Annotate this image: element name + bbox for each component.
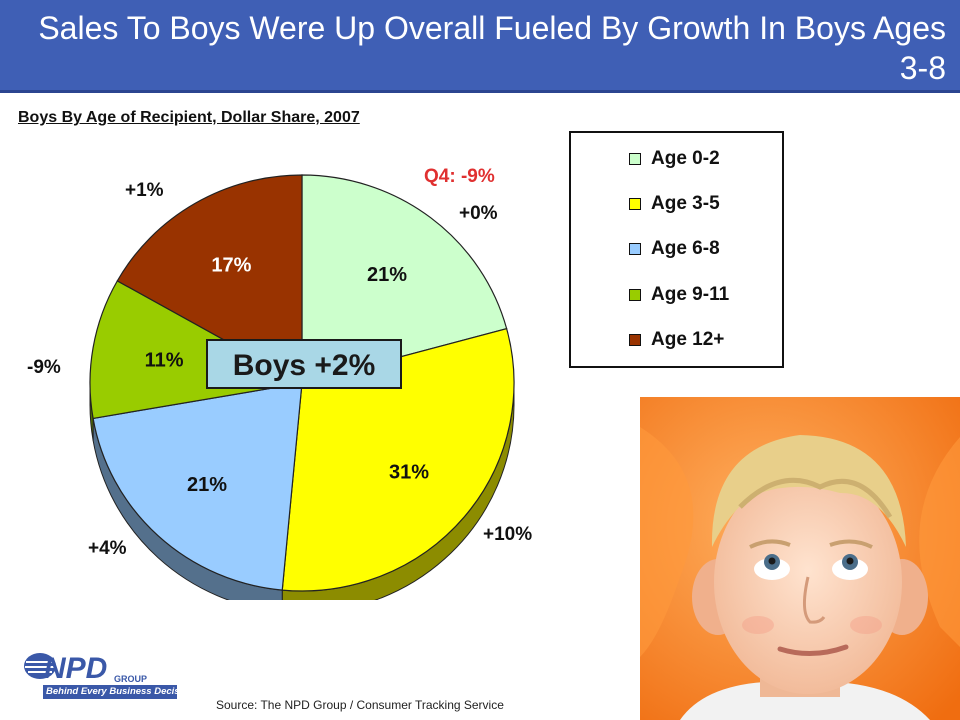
pie-chart: 21% 31% 21% 11% 17% — [89, 174, 515, 600]
pie-value-label-age-3-5: 31% — [389, 461, 429, 483]
legend-item-age-9-11: Age 9-11 — [629, 283, 729, 307]
legend-swatch — [629, 289, 641, 301]
chart-legend: Age 0-2 Age 3-5 Age 6-8 Age 9-11 Age 12+ — [569, 131, 784, 368]
pie-value-label-age-6-8: 21% — [187, 474, 227, 496]
legend-swatch — [629, 153, 641, 165]
total-growth-callout: Boys +2% — [206, 339, 402, 389]
growth-label-age-6-8: +4% — [88, 538, 127, 559]
pie-value-label-age-0-2: 21% — [367, 264, 407, 286]
pie-value-label-age-9-11: 11% — [145, 350, 184, 372]
logo-tagline: Behind Every Business Decision — [43, 685, 194, 699]
growth-label-age-12-plus: +1% — [125, 180, 164, 201]
page-title: Sales To Boys Were Up Overall Fueled By … — [38, 10, 946, 86]
source-note: Source: The NPD Group / Consumer Trackin… — [216, 698, 504, 712]
growth-label-age-9-11: -9% — [27, 357, 61, 378]
legend-swatch — [629, 243, 641, 255]
legend-label: Age 3-5 — [651, 193, 720, 214]
growth-label-age-3-5: +10% — [483, 524, 533, 545]
pie-slice-age-6-8 — [92, 382, 303, 591]
chart-title: Boys By Age of Recipient, Dollar Share, … — [18, 109, 360, 126]
legend-item-age-12-plus: Age 12+ — [629, 328, 724, 352]
legend-item-age-0-2: Age 0-2 — [629, 147, 720, 171]
legend-label: Age 6-8 — [651, 238, 720, 259]
legend-item-age-3-5: Age 3-5 — [629, 192, 720, 216]
legend-swatch — [629, 334, 641, 346]
npd-logo-group: GROUP — [114, 674, 147, 684]
pie-slice-age-3-5 — [281, 327, 515, 592]
legend-swatch — [629, 198, 641, 210]
pie-value-label-age-12-plus: 17% — [211, 254, 251, 276]
npd-logo-text: NPD — [44, 652, 107, 685]
boy-photo — [640, 397, 960, 720]
legend-label: Age 9-11 — [651, 284, 730, 305]
growth-label-age-0-2: +0% — [459, 203, 498, 224]
legend-item-age-6-8: Age 6-8 — [629, 237, 720, 261]
pie-slice-age-0-2 — [301, 174, 508, 384]
npd-logo: NPD GROUP — [24, 652, 147, 685]
title-bar: Sales To Boys Were Up Overall Fueled By … — [0, 0, 960, 93]
q4-annotation: Q4: -9% — [424, 166, 495, 187]
legend-label: Age 0-2 — [651, 148, 720, 169]
pie-slice-age-12-plus — [116, 174, 303, 385]
legend-label: Age 12+ — [651, 329, 725, 350]
